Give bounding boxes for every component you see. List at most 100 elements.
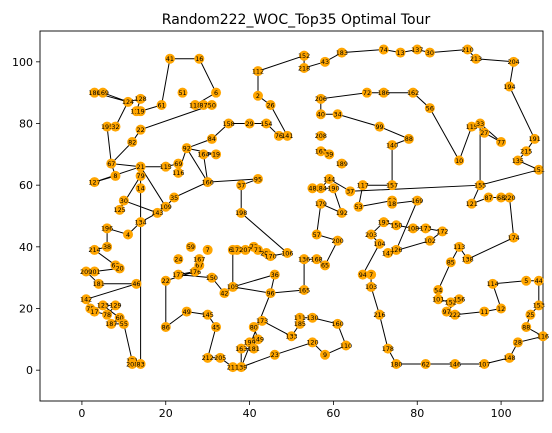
city-point: 50	[206, 100, 217, 110]
city-point: 201	[88, 266, 101, 277]
city-marker	[257, 315, 268, 326]
city-marker	[244, 118, 255, 129]
city-point: 147	[382, 248, 394, 258]
city-label: 61	[157, 101, 165, 109]
city-marker	[173, 269, 184, 280]
city-label: 19	[212, 151, 220, 159]
city-point: 162	[407, 87, 419, 98]
city-point: 45	[211, 322, 222, 332]
city-label: 173	[256, 317, 268, 325]
city-label: 199	[243, 339, 255, 347]
city-marker	[353, 201, 364, 212]
city-point: 51	[177, 87, 188, 98]
city-label: 24	[174, 255, 182, 263]
city-marker	[374, 121, 385, 132]
city-label: 111	[294, 314, 306, 322]
city-label: 208	[315, 132, 327, 140]
city-marker	[265, 288, 276, 299]
city-marker	[269, 349, 280, 360]
city-point: 180	[390, 359, 402, 369]
city-marker	[315, 183, 326, 194]
city-marker	[181, 306, 192, 317]
city-marker	[307, 183, 318, 194]
city-point: 142	[80, 294, 92, 305]
city-marker	[391, 359, 402, 369]
city-marker	[110, 170, 121, 181]
city-marker	[110, 300, 121, 311]
city-marker	[466, 121, 477, 132]
city-point: 115	[160, 161, 172, 172]
city-marker	[311, 229, 322, 240]
city-marker	[521, 322, 532, 332]
city-point: 203	[365, 229, 377, 240]
city-label: 200	[332, 237, 344, 245]
city-label: 160	[332, 320, 344, 328]
city-point: 163	[235, 343, 247, 354]
city-label: 139	[235, 363, 247, 371]
city-point: 115	[466, 121, 478, 132]
city-label: 45	[212, 323, 220, 331]
city-label: 42	[220, 289, 228, 297]
city-marker	[198, 100, 209, 110]
city-marker	[173, 254, 184, 265]
city-label: 105	[227, 283, 239, 291]
city-point: 215	[520, 146, 532, 157]
city-marker	[89, 87, 100, 98]
city-label: 136	[298, 255, 310, 263]
city-label: 33	[476, 120, 484, 128]
city-point: 146	[449, 359, 461, 369]
city-marker	[206, 133, 217, 144]
city-point: 208	[126, 359, 138, 369]
city-marker	[252, 174, 263, 184]
city-point: 106	[281, 248, 293, 258]
city-marker	[152, 207, 163, 218]
city-point: 143	[151, 207, 163, 218]
city-point: 56	[424, 103, 435, 114]
city-point: 102	[424, 235, 436, 246]
city-point: 19	[211, 149, 222, 160]
city-label: 48	[308, 185, 316, 193]
city-label: 115	[466, 123, 478, 131]
city-point: 144	[323, 174, 335, 184]
city-label: 167	[193, 255, 205, 263]
city-marker	[336, 207, 347, 218]
city-label: 8	[113, 172, 117, 180]
city-point: 44	[533, 275, 544, 286]
city-point: 37	[236, 180, 247, 191]
city-label: 150	[206, 274, 218, 282]
city-point: 29	[244, 118, 255, 129]
city-marker	[420, 359, 431, 369]
city-marker	[512, 155, 523, 166]
city-point: 128	[134, 93, 147, 104]
city-marker	[135, 161, 146, 172]
city-label: 163	[315, 148, 327, 156]
city-marker	[307, 312, 318, 323]
city-label: 96	[266, 289, 274, 297]
city-marker	[328, 183, 339, 194]
city-marker	[261, 118, 272, 129]
city-marker	[378, 87, 389, 98]
city-point: 150	[206, 272, 218, 283]
city-label: 126	[390, 246, 402, 254]
x-tick-label: 0	[78, 407, 85, 420]
city-marker	[93, 278, 104, 289]
city-label: 213	[470, 55, 482, 63]
city-point: 87	[483, 192, 494, 203]
city-marker	[81, 294, 92, 305]
city-marker	[299, 50, 310, 61]
city-marker	[320, 56, 331, 67]
city-marker	[361, 87, 372, 98]
city-point: 145	[202, 309, 214, 320]
city-point: 76	[273, 130, 284, 141]
city-marker	[470, 53, 481, 64]
city-marker	[504, 81, 515, 92]
city-marker	[357, 269, 368, 280]
city-point: 181	[93, 278, 105, 289]
city-label: 75	[86, 305, 94, 313]
city-marker	[374, 309, 385, 320]
city-marker	[533, 275, 544, 286]
city-point: 138	[461, 254, 474, 265]
city-label: 50	[208, 101, 216, 109]
city-marker	[236, 343, 247, 354]
